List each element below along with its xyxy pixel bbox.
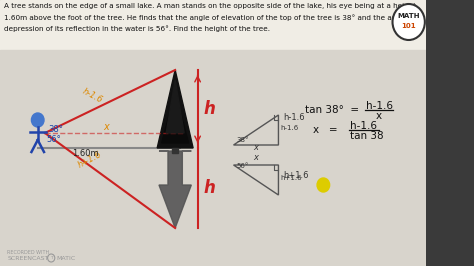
Text: h-1.6: h-1.6 <box>366 101 393 111</box>
Text: h+1.6: h+1.6 <box>280 175 302 181</box>
Text: h-1.6: h-1.6 <box>81 87 104 105</box>
Text: A tree stands on the edge of a small lake. A man stands on the opposite side of : A tree stands on the edge of a small lak… <box>4 3 416 9</box>
Text: MATIC: MATIC <box>56 256 76 261</box>
Text: h: h <box>203 100 215 118</box>
Polygon shape <box>173 148 178 153</box>
Text: 1.60m above the foot of the tree. He finds that the angle of elevation of the to: 1.60m above the foot of the tree. He fin… <box>4 14 416 21</box>
Text: tan 38: tan 38 <box>350 131 384 141</box>
Text: h-1.6: h-1.6 <box>283 113 305 122</box>
Text: SCREENCAST: SCREENCAST <box>7 256 48 261</box>
Text: tan 38°  =: tan 38° = <box>305 105 359 115</box>
Text: 38°: 38° <box>48 126 64 135</box>
Polygon shape <box>162 92 189 143</box>
Text: 1.60m: 1.60m <box>72 149 99 158</box>
Text: h+1.6: h+1.6 <box>76 150 103 170</box>
Text: depression of its reflection in the water is 56°. Find the height of the tree.: depression of its reflection in the wate… <box>4 25 270 32</box>
Text: h-1.6: h-1.6 <box>350 121 377 131</box>
Text: x: x <box>254 143 258 152</box>
Text: MATH: MATH <box>397 13 420 19</box>
Text: T: T <box>50 256 53 260</box>
Text: x: x <box>254 153 258 162</box>
Circle shape <box>392 4 425 40</box>
Text: x: x <box>375 111 382 121</box>
Text: 101: 101 <box>401 23 416 29</box>
Text: h: h <box>203 179 215 197</box>
Polygon shape <box>166 80 184 133</box>
Circle shape <box>317 178 329 192</box>
Bar <box>0 50 426 266</box>
Polygon shape <box>157 70 193 148</box>
Text: h-1.6: h-1.6 <box>280 125 299 131</box>
Circle shape <box>31 113 44 127</box>
Text: x: x <box>103 122 109 132</box>
Text: 56°: 56° <box>236 163 248 169</box>
Text: 38°: 38° <box>236 137 249 143</box>
Text: RECORDED WITH: RECORDED WITH <box>7 250 49 255</box>
Bar <box>0 0 426 50</box>
Text: h+1.6: h+1.6 <box>283 171 309 180</box>
Polygon shape <box>159 151 191 228</box>
Text: 56°: 56° <box>47 135 62 144</box>
Text: x   =: x = <box>312 125 337 135</box>
